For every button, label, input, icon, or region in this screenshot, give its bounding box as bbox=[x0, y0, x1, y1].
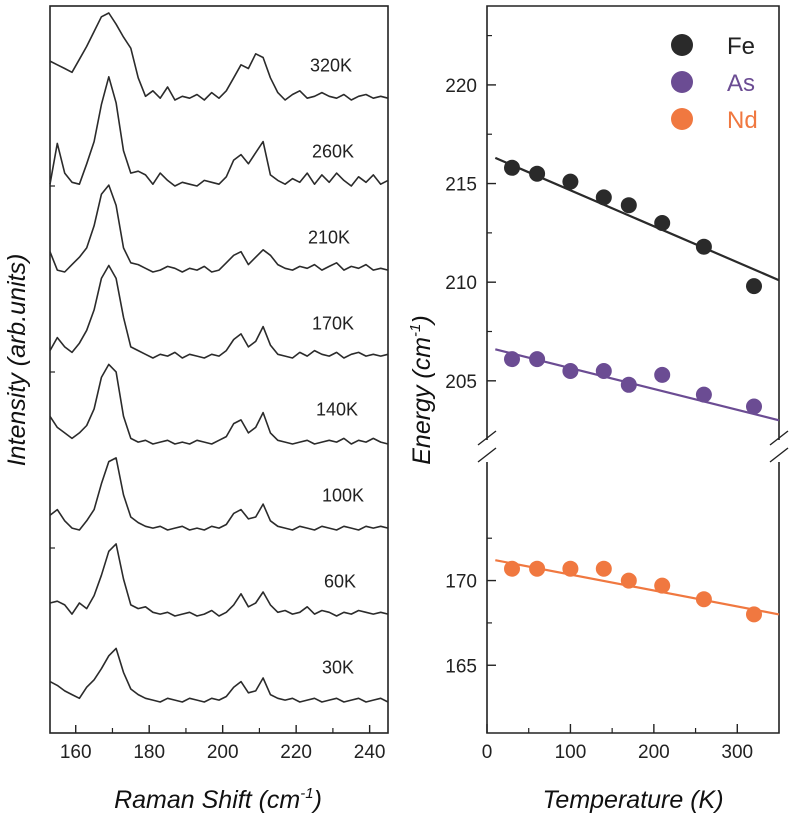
energy-temperature-panel: 0 100 200 300 205 210 215 220 165 170 Fe As Nd T… bbox=[407, 5, 789, 814]
data-point-as bbox=[504, 351, 520, 368]
legend-label-fe: Fe bbox=[727, 33, 755, 60]
data-point-nd bbox=[529, 560, 546, 577]
data-point-as bbox=[529, 351, 546, 368]
data-point-nd bbox=[654, 577, 671, 594]
data-point-fe bbox=[595, 189, 612, 206]
legend-label-nd: Nd bbox=[727, 107, 758, 134]
left-x-tick-label: 220 bbox=[280, 742, 312, 763]
upper-y-tick-label: 220 bbox=[445, 76, 477, 97]
legend-label-as: As bbox=[727, 70, 755, 97]
left-x-tick-label: 200 bbox=[207, 742, 239, 763]
data-point-nd bbox=[620, 572, 637, 589]
axis-break-marks bbox=[477, 430, 789, 463]
data-point-fe bbox=[504, 159, 520, 176]
spectrum-210K bbox=[49, 184, 389, 273]
spectrum-140K bbox=[49, 363, 389, 445]
data-point-as bbox=[620, 376, 637, 393]
spectrum-320K bbox=[49, 12, 389, 101]
upper-y-tick-label: 205 bbox=[445, 372, 477, 393]
right-x-tick-label: 200 bbox=[638, 742, 670, 763]
lower-y-tick-label: 165 bbox=[445, 656, 477, 677]
left-x-tick-label: 160 bbox=[60, 742, 92, 763]
data-point-fe bbox=[695, 238, 712, 255]
right-y-ticks: 205 210 215 220 165 170 bbox=[445, 34, 496, 677]
fit-lines bbox=[494, 156, 780, 616]
right-x-tick-label: 0 bbox=[482, 742, 493, 763]
data-point-as bbox=[562, 363, 579, 379]
upper-y-tick-label: 210 bbox=[445, 273, 477, 294]
spectra-traces bbox=[49, 12, 389, 703]
data-point-as bbox=[595, 363, 612, 379]
raman-spectra-panel: 160 180 200 220 240 320K 260K 210K 170K 140K 100K… bbox=[3, 5, 389, 814]
data-point-nd bbox=[504, 560, 520, 577]
spectrum-260K bbox=[49, 76, 389, 187]
spectrum-30K bbox=[49, 647, 389, 703]
left-y-axis-title: Intensity (arb.units) bbox=[3, 254, 31, 467]
data-point-fe bbox=[746, 278, 762, 295]
data-point-fe bbox=[529, 165, 546, 182]
data-point-nd bbox=[695, 591, 712, 608]
spectrum-170K bbox=[49, 264, 389, 359]
left-y-minor-ticks bbox=[50, 185, 55, 549]
spectrum-label-60K: 60K bbox=[324, 572, 356, 592]
legend-marker-fe bbox=[671, 34, 693, 56]
right-y-axis-title: Energy (cm-1) bbox=[407, 315, 436, 464]
right-x-tick-label: 300 bbox=[721, 742, 753, 763]
spectrum-label-210K: 210K bbox=[308, 228, 350, 248]
spectrum-label-170K: 170K bbox=[312, 314, 354, 334]
data-point-nd bbox=[562, 560, 579, 577]
left-plot-frame bbox=[49, 5, 389, 734]
right-x-axis-title: Temperature (K) bbox=[542, 786, 723, 814]
left-x-tick-label: 180 bbox=[133, 742, 165, 763]
left-x-ticks: 160 180 200 220 240 bbox=[60, 725, 386, 763]
data-point-as bbox=[746, 398, 762, 415]
data-point-fe bbox=[620, 197, 637, 214]
right-plot-frame bbox=[486, 5, 780, 734]
data-point-nd bbox=[595, 560, 612, 577]
data-point-nd bbox=[746, 606, 762, 623]
spectrum-100K bbox=[49, 457, 389, 531]
spectrum-label-320K: 320K bbox=[310, 56, 352, 76]
legend-marker-as bbox=[671, 71, 693, 93]
upper-y-tick-label: 215 bbox=[445, 175, 477, 196]
data-point-as bbox=[695, 386, 712, 403]
left-x-tick-label: 240 bbox=[354, 742, 386, 763]
data-point-fe bbox=[562, 173, 579, 190]
legend: Fe As Nd bbox=[671, 33, 758, 134]
right-x-tick-label: 100 bbox=[555, 742, 587, 763]
data-points bbox=[504, 159, 762, 623]
spectrum-label-260K: 260K bbox=[312, 142, 354, 162]
temperature-labels: 320K 260K 210K 170K 140K 100K 60K 30K bbox=[308, 56, 364, 678]
spectrum-label-140K: 140K bbox=[316, 400, 358, 420]
left-x-axis-title: Raman Shift (cm-1) bbox=[114, 785, 322, 814]
data-point-as bbox=[654, 366, 671, 383]
spectrum-label-30K: 30K bbox=[322, 658, 354, 678]
lower-y-tick-label: 170 bbox=[445, 572, 477, 593]
spectrum-60K bbox=[49, 543, 389, 617]
legend-marker-nd bbox=[671, 108, 693, 130]
spectrum-label-100K: 100K bbox=[322, 486, 364, 506]
right-x-ticks: 0 100 200 300 bbox=[482, 724, 753, 763]
data-point-fe bbox=[654, 215, 671, 231]
